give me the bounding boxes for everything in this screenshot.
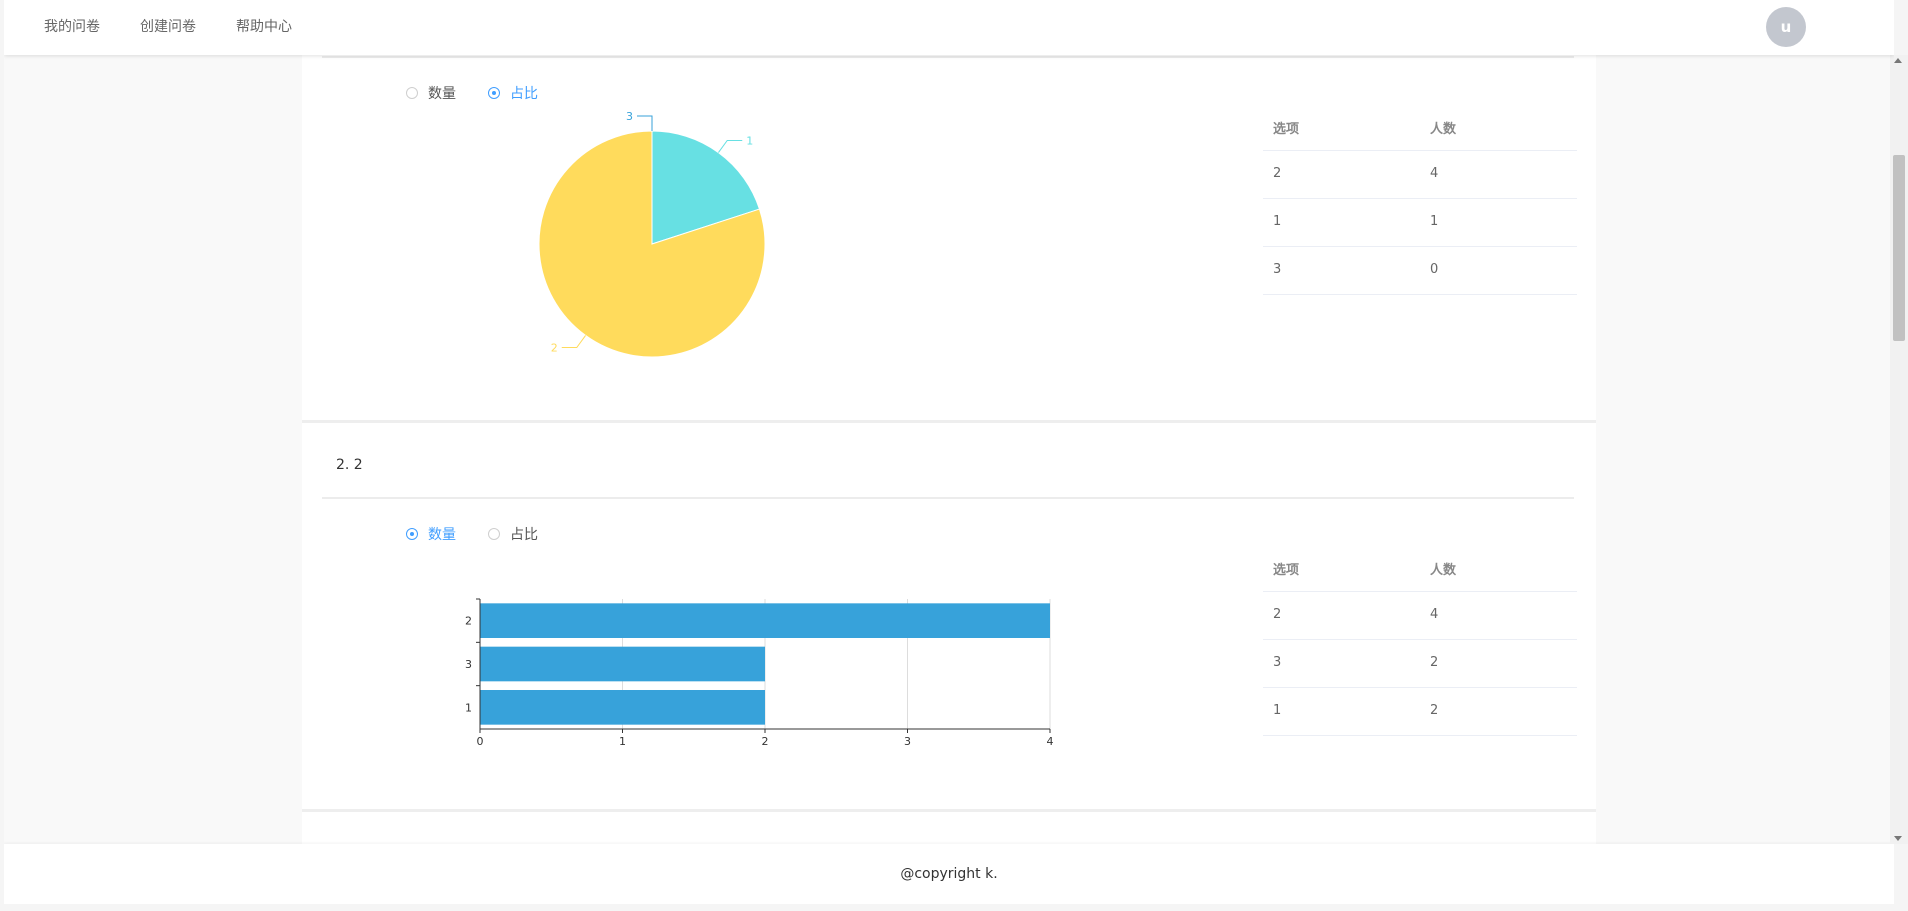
pie-slice-1 <box>651 130 761 245</box>
footer: @copyright k. <box>4 844 1894 904</box>
cell-count: 1 <box>1430 214 1439 229</box>
cell-option: 1 <box>1273 214 1282 229</box>
header-option: 选项 <box>1273 563 1300 578</box>
copyright-text: @copyright k. <box>900 866 998 882</box>
survey-results-panel: 数量 占比 1 2 3 选项 人数 2 4 1 1 3 0 <box>302 55 1596 844</box>
bar-1 <box>480 690 765 725</box>
cell-count: 2 <box>1430 703 1439 718</box>
table-row: 3 2 <box>1263 640 1577 688</box>
table-row: 1 2 <box>1263 688 1577 736</box>
cell-option: 2 <box>1273 607 1282 622</box>
cell-count: 2 <box>1430 655 1439 670</box>
x-tick-label: 3 <box>904 735 911 748</box>
x-tick-label: 1 <box>619 735 626 748</box>
nav-create-survey[interactable]: 创建问卷 <box>140 19 196 35</box>
radio-count-q2[interactable]: 数量 <box>406 524 456 544</box>
x-tick-label: 4 <box>1047 735 1054 748</box>
bar-3 <box>480 646 765 682</box>
divider <box>322 56 1574 58</box>
radio-circle <box>406 87 418 99</box>
radio-count-q1[interactable]: 数量 <box>406 83 456 103</box>
y-tick-label: 1 <box>465 701 472 714</box>
radio-label: 占比 <box>510 86 538 102</box>
pie-label-line <box>718 139 743 153</box>
x-tick-label: 0 <box>477 735 484 748</box>
section-divider <box>302 420 1596 423</box>
scrollbar-thumb[interactable] <box>1893 155 1905 341</box>
table-header-row: 选项 人数 <box>1263 544 1577 592</box>
table-row: 2 4 <box>1263 151 1577 199</box>
pie-label-line <box>561 335 586 349</box>
radio-circle <box>406 528 418 540</box>
scroll-up-arrow-icon[interactable] <box>1894 58 1902 63</box>
result-table-q1: 选项 人数 2 4 1 1 3 0 <box>1263 103 1577 295</box>
table-row: 2 4 <box>1263 592 1577 640</box>
pie-label-line <box>637 115 653 131</box>
radio-label: 占比 <box>510 527 538 543</box>
cell-option: 1 <box>1273 703 1282 718</box>
pie-chart: 1 2 3 <box>538 110 766 358</box>
table-row: 1 1 <box>1263 199 1577 247</box>
y-tick-label: 3 <box>465 658 472 671</box>
radio-label: 数量 <box>428 86 456 102</box>
question-title: 2. 2 <box>336 457 363 473</box>
scroll-down-arrow-icon[interactable] <box>1894 836 1902 841</box>
bar-chart: 0 1 2 3 4 2 3 1 <box>465 598 1054 748</box>
header-count: 人数 <box>1430 563 1457 578</box>
radio-circle <box>488 528 500 540</box>
y-tick-label: 2 <box>465 615 472 628</box>
header-option: 选项 <box>1273 122 1300 137</box>
x-tick-label: 2 <box>762 735 769 748</box>
pie-label-1: 1 <box>746 134 753 147</box>
top-navbar: 我的问卷 创建问卷 帮助中心 u <box>4 0 1894 55</box>
section-divider <box>302 809 1596 812</box>
cell-option: 3 <box>1273 262 1282 277</box>
table-row: 3 0 <box>1263 247 1577 295</box>
cell-option: 3 <box>1273 655 1282 670</box>
cell-count: 4 <box>1430 166 1439 181</box>
result-table-q2: 选项 人数 2 4 3 2 1 2 <box>1263 544 1577 736</box>
vertical-scrollbar[interactable] <box>1890 55 1908 844</box>
divider <box>322 497 1574 499</box>
radio-label: 数量 <box>428 527 456 543</box>
page-frame: 我的问卷 创建问卷 帮助中心 u 数量 占比 1 2 3 选项 人数 2 4 <box>4 0 1894 904</box>
pie-slice-2 <box>538 130 766 358</box>
nav-help-center[interactable]: 帮助中心 <box>236 19 292 35</box>
bar-2 <box>480 603 1050 638</box>
nav-my-surveys[interactable]: 我的问卷 <box>44 19 100 35</box>
cell-count: 0 <box>1430 262 1439 277</box>
user-avatar[interactable]: u <box>1766 7 1806 47</box>
header-count: 人数 <box>1430 122 1457 137</box>
cell-option: 2 <box>1273 166 1282 181</box>
pie-label-2: 2 <box>551 342 558 355</box>
cell-count: 4 <box>1430 607 1439 622</box>
radio-circle <box>488 87 500 99</box>
pie-label-3: 3 <box>626 110 633 123</box>
table-header-row: 选项 人数 <box>1263 103 1577 151</box>
radio-ratio-q1[interactable]: 占比 <box>488 83 538 103</box>
radio-ratio-q2[interactable]: 占比 <box>488 524 538 544</box>
